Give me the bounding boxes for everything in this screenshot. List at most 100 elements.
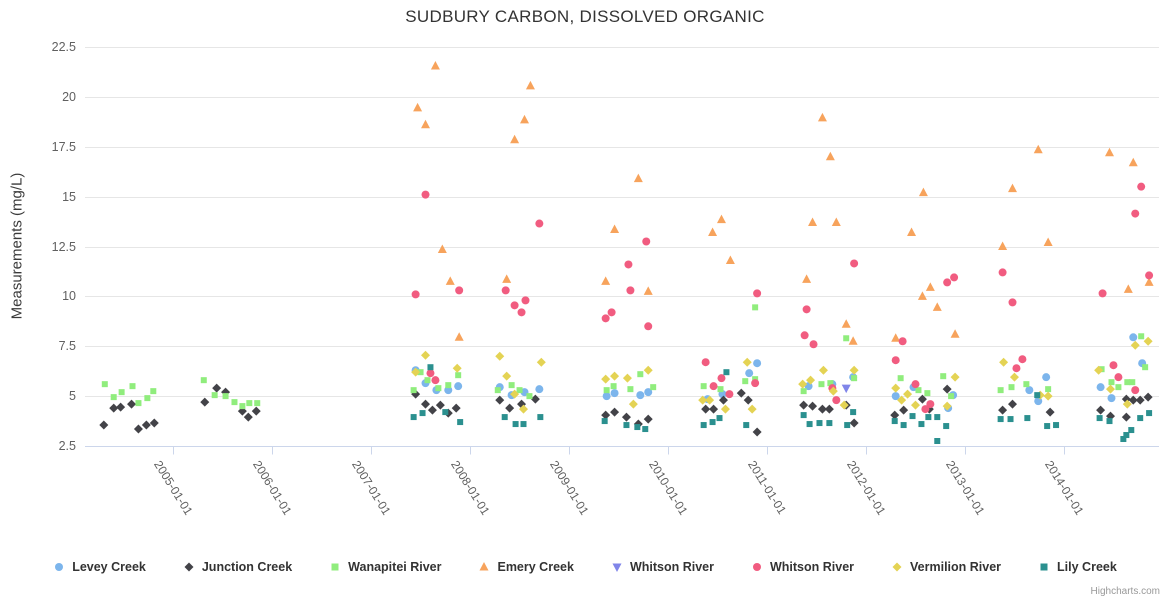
data-point[interactable]: [917, 394, 927, 404]
data-point[interactable]: [891, 333, 901, 342]
data-point[interactable]: [254, 400, 261, 407]
data-point[interactable]: [643, 414, 653, 424]
data-point[interactable]: [907, 227, 917, 237]
data-point[interactable]: [454, 382, 463, 391]
data-point[interactable]: [818, 381, 825, 388]
data-point[interactable]: [997, 416, 1004, 423]
data-point[interactable]: [743, 395, 753, 405]
data-point[interactable]: [998, 268, 1007, 277]
legend-item-whitson-river[interactable]: Whitson River: [611, 560, 714, 574]
data-point[interactable]: [1096, 383, 1105, 392]
data-point[interactable]: [200, 377, 207, 384]
credits-link[interactable]: Highcharts.com: [1090, 586, 1160, 597]
data-point[interactable]: [1042, 373, 1051, 382]
data-point[interactable]: [455, 286, 464, 295]
data-point[interactable]: [828, 386, 838, 396]
data-point[interactable]: [601, 410, 611, 420]
data-point[interactable]: [1131, 209, 1140, 218]
data-point[interactable]: [1128, 395, 1138, 405]
data-point[interactable]: [643, 365, 653, 375]
data-point[interactable]: [633, 173, 643, 183]
data-point[interactable]: [943, 423, 950, 430]
data-point[interactable]: [1109, 361, 1118, 370]
data-point[interactable]: [716, 214, 726, 224]
data-point[interactable]: [1033, 144, 1043, 154]
data-point[interactable]: [601, 314, 610, 323]
data-point[interactable]: [1096, 415, 1103, 422]
data-point[interactable]: [1129, 379, 1136, 386]
data-point[interactable]: [421, 399, 431, 409]
data-point[interactable]: [1114, 373, 1123, 382]
data-point[interactable]: [925, 282, 935, 291]
data-point[interactable]: [1130, 340, 1140, 350]
data-point[interactable]: [725, 390, 734, 399]
data-point[interactable]: [720, 404, 730, 414]
data-point[interactable]: [950, 329, 960, 338]
data-point[interactable]: [808, 217, 818, 227]
data-point[interactable]: [495, 351, 505, 361]
data-point[interactable]: [1123, 284, 1133, 293]
data-point[interactable]: [623, 422, 630, 429]
data-point[interactable]: [910, 400, 920, 410]
legend-item-lily-creek[interactable]: Lily Creek: [1038, 560, 1117, 574]
data-point[interactable]: [519, 404, 529, 414]
data-point[interactable]: [1007, 416, 1014, 423]
data-point[interactable]: [1143, 392, 1153, 402]
data-point[interactable]: [1098, 289, 1107, 298]
data-point[interactable]: [526, 393, 533, 400]
data-point[interactable]: [899, 405, 909, 415]
legend-item-levey-creek[interactable]: Levey Creek: [53, 560, 146, 574]
data-point[interactable]: [431, 376, 440, 385]
data-point[interactable]: [950, 372, 960, 382]
data-point[interactable]: [701, 404, 711, 414]
data-point[interactable]: [717, 374, 726, 383]
legend-item-junction-creek[interactable]: Junction Creek: [183, 560, 292, 574]
data-point[interactable]: [926, 400, 935, 409]
data-point[interactable]: [1023, 381, 1030, 388]
data-point[interactable]: [909, 413, 916, 420]
data-point[interactable]: [494, 387, 501, 394]
data-point[interactable]: [1094, 365, 1104, 375]
data-point[interactable]: [118, 389, 125, 396]
data-point[interactable]: [251, 406, 261, 416]
data-point[interactable]: [643, 286, 653, 295]
data-point[interactable]: [127, 399, 137, 409]
data-point[interactable]: [607, 308, 616, 317]
data-point[interactable]: [1108, 379, 1115, 386]
data-point[interactable]: [832, 396, 841, 405]
data-point[interactable]: [723, 369, 730, 376]
data-point[interactable]: [1145, 271, 1154, 280]
data-point[interactable]: [998, 241, 1008, 251]
data-point[interactable]: [816, 420, 823, 427]
data-point[interactable]: [521, 296, 530, 305]
data-point[interactable]: [1106, 418, 1113, 425]
data-point[interactable]: [1008, 399, 1018, 409]
data-point[interactable]: [637, 371, 644, 378]
data-point[interactable]: [246, 400, 253, 407]
data-point[interactable]: [817, 404, 827, 414]
data-point[interactable]: [1044, 423, 1051, 430]
data-point[interactable]: [622, 373, 632, 383]
data-point[interactable]: [903, 389, 913, 399]
data-point[interactable]: [918, 187, 928, 197]
data-point[interactable]: [942, 384, 952, 394]
data-point[interactable]: [700, 422, 707, 429]
data-point[interactable]: [897, 375, 904, 382]
data-point[interactable]: [212, 383, 222, 393]
data-point[interactable]: [1131, 386, 1140, 395]
data-point[interactable]: [725, 255, 735, 264]
data-point[interactable]: [798, 379, 808, 389]
data-point[interactable]: [745, 369, 754, 378]
data-point[interactable]: [424, 377, 431, 384]
data-point[interactable]: [718, 395, 728, 405]
data-point[interactable]: [753, 359, 762, 368]
data-point[interactable]: [831, 217, 841, 227]
data-point[interactable]: [603, 387, 610, 394]
data-point[interactable]: [752, 427, 762, 437]
data-point[interactable]: [849, 365, 859, 375]
data-point[interactable]: [536, 357, 546, 367]
data-point[interactable]: [502, 371, 512, 381]
data-point[interactable]: [510, 134, 520, 144]
data-point[interactable]: [843, 335, 850, 342]
data-point[interactable]: [897, 395, 907, 405]
